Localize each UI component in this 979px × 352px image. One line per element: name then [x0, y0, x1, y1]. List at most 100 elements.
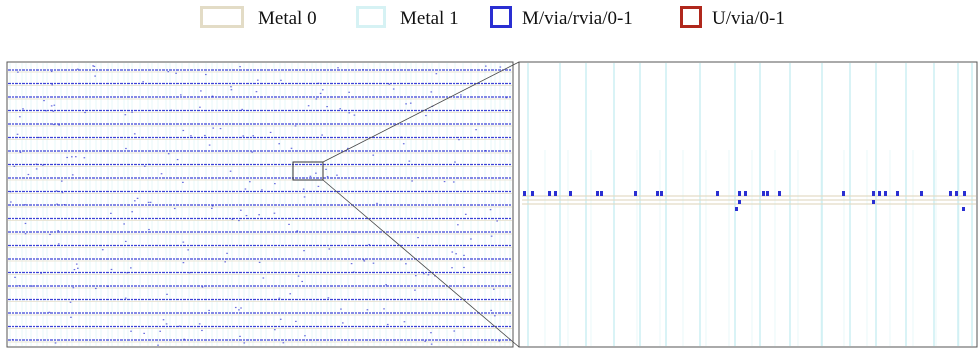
via-mark	[548, 191, 551, 196]
via-dot	[405, 263, 407, 265]
via-mark	[778, 191, 781, 196]
via-dot	[31, 285, 34, 287]
via-dot	[326, 105, 328, 108]
overview-frame	[6, 61, 514, 348]
via-dot	[24, 222, 27, 225]
via-mark	[896, 191, 899, 196]
via-dot	[409, 102, 412, 104]
via-dot	[303, 196, 306, 198]
via-dot	[280, 79, 282, 81]
via-dot	[74, 156, 77, 158]
via-dot	[77, 267, 79, 269]
via-dot	[92, 65, 94, 67]
via-dot	[239, 335, 241, 337]
via-dot	[453, 330, 456, 332]
via-dot	[352, 271, 355, 273]
via-dot	[63, 203, 66, 206]
via-dot	[321, 134, 323, 136]
via-dot	[340, 308, 342, 310]
via-mark	[738, 200, 741, 204]
via-mark	[531, 191, 534, 196]
via-dot	[278, 297, 281, 299]
via-mark	[735, 207, 738, 211]
full-layout-overview	[8, 63, 512, 346]
via-dot	[45, 110, 47, 112]
via-dot	[484, 65, 487, 67]
via-dot	[38, 136, 40, 139]
via-dot	[43, 99, 45, 102]
via-dot	[392, 88, 395, 90]
via-dot	[244, 188, 247, 190]
via-dot	[458, 139, 460, 141]
via-dot	[337, 67, 339, 69]
via-dot	[126, 272, 129, 274]
via-mark	[962, 207, 965, 211]
via-dot	[131, 111, 133, 113]
via-dot	[60, 180, 63, 182]
via-dot	[19, 151, 22, 153]
via-dot	[289, 293, 292, 295]
via-dot	[54, 342, 57, 344]
via-dot	[457, 224, 459, 226]
via-dot	[103, 150, 105, 152]
via-dot	[182, 262, 185, 264]
via-dot	[411, 180, 413, 182]
via-dot	[14, 276, 16, 278]
via-mark	[554, 191, 557, 196]
via-dot	[53, 123, 55, 126]
via-dot	[110, 268, 113, 271]
via-dot	[55, 190, 58, 192]
via-dot	[350, 263, 353, 265]
legend-label-m-via: M/via/rvia/0-1	[522, 8, 633, 29]
via-dot	[130, 267, 132, 269]
via-dot	[443, 180, 446, 183]
via-dot	[70, 316, 72, 318]
via-dot	[159, 330, 161, 332]
via-dot	[257, 79, 259, 81]
via-dot	[435, 73, 438, 75]
via-dot	[242, 135, 245, 137]
via-dot	[463, 254, 465, 257]
via-dot	[211, 207, 213, 209]
via-dot	[336, 174, 338, 176]
metal-0-swatch	[200, 6, 244, 28]
via-dot	[50, 105, 53, 107]
via-dot	[61, 191, 64, 194]
via-dot	[408, 160, 411, 162]
via-dot	[423, 273, 425, 275]
via-dot	[282, 342, 285, 344]
via-mark	[569, 191, 572, 196]
via-dot	[505, 97, 508, 99]
via-dot	[182, 241, 185, 243]
via-dot	[288, 223, 290, 225]
via-dot	[366, 309, 369, 311]
via-dot	[211, 95, 214, 97]
via-dot	[136, 197, 139, 199]
via-dot	[219, 127, 222, 130]
via-dot	[166, 293, 168, 295]
via-dot	[460, 94, 462, 96]
via-dot	[304, 335, 306, 337]
via-dot	[425, 114, 427, 117]
via-dot	[258, 261, 261, 263]
via-dot	[328, 248, 331, 250]
via-dot	[188, 272, 191, 274]
via-dot	[18, 285, 20, 287]
via-dot	[490, 309, 493, 312]
via-dot	[125, 147, 127, 150]
via-dot	[274, 329, 276, 331]
via-dot	[157, 344, 159, 346]
via-dot	[57, 230, 59, 232]
via-dot	[383, 308, 385, 310]
via-mark	[523, 191, 526, 196]
via-dot	[243, 342, 246, 344]
via-dot	[240, 209, 242, 211]
via-dot	[179, 94, 182, 96]
via-dot	[147, 201, 150, 203]
via-dot	[400, 259, 402, 261]
via-dot	[176, 158, 179, 161]
via-dot	[10, 191, 12, 193]
legend: Metal 0 Metal 1 M/via/rvia/0-1 U/via/0-1	[0, 0, 979, 40]
via-dot	[464, 213, 467, 215]
via-dot	[165, 323, 168, 325]
